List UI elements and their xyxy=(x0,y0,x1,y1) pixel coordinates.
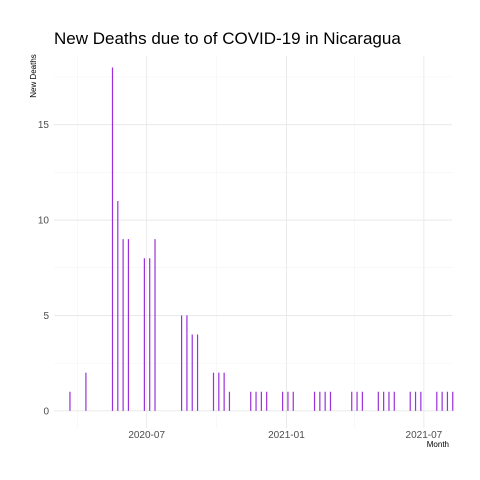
x-tick-label: 2020-07 xyxy=(128,430,165,441)
y-tick-label: 10 xyxy=(38,216,50,227)
y-tick-label: 0 xyxy=(43,406,49,417)
x-tick-label: 2021-01 xyxy=(268,430,305,441)
grid-lines xyxy=(54,56,452,428)
x-tick-label: 2021-07 xyxy=(406,430,443,441)
y-tick-label: 15 xyxy=(38,120,50,131)
y-tick-labels: 0 5 10 15 xyxy=(38,120,50,417)
y-axis-label: New Deaths xyxy=(29,54,38,98)
x-tick-labels: 2020-07 2021-01 2021-07 xyxy=(128,430,442,441)
chart-title: New Deaths due to of COVID-19 in Nicarag… xyxy=(54,29,401,48)
y-tick-label: 5 xyxy=(43,311,49,322)
x-axis-label: Month xyxy=(427,440,449,449)
bars xyxy=(69,67,454,411)
